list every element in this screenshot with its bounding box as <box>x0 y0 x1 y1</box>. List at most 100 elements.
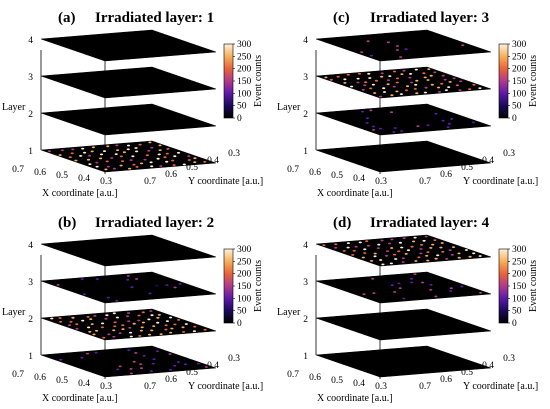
event-dot <box>334 243 338 246</box>
event-dot <box>448 81 452 83</box>
event-dot <box>444 89 448 91</box>
event-dot <box>159 333 163 335</box>
y-tick-label: 0.6 <box>165 170 177 180</box>
event-dot <box>385 250 390 253</box>
panel-b: (b) Irradiated layer: 2 4 3 2 1 Layer 0.7 0.6 0.5… <box>0 205 275 409</box>
event-dot <box>447 122 451 125</box>
layer-2-surface <box>40 103 217 136</box>
colorbar-tick-label: 0 <box>237 114 242 124</box>
event-dot <box>119 155 123 158</box>
event-dot <box>424 86 428 89</box>
event-dot <box>104 168 108 171</box>
panel-c: (c) Irradiated layer: 3 4 3 2 1 Layer 0.7 0.6 0.5… <box>275 0 550 204</box>
layer-4-plane <box>40 234 217 267</box>
event-dot <box>132 360 136 363</box>
event-dot <box>113 325 117 328</box>
event-dot <box>158 149 162 152</box>
event-dot <box>371 125 375 128</box>
event-dot <box>366 40 370 43</box>
layer-4-plane <box>315 234 492 267</box>
panel-title: Irradiated layer: 3 <box>370 10 489 26</box>
event-dot <box>112 329 116 332</box>
event-dot <box>129 331 133 334</box>
event-dot <box>71 316 75 319</box>
colorbar-tick-label: 250 <box>237 52 252 62</box>
event-dot <box>443 78 447 81</box>
event-dot <box>478 87 482 89</box>
event-dot <box>149 310 153 312</box>
event-dot <box>378 127 383 130</box>
y-tick-label: 0.4 <box>482 156 494 166</box>
event-dot <box>152 358 156 360</box>
event-dot <box>135 150 139 153</box>
event-dot <box>69 320 73 323</box>
event-dot <box>132 322 136 325</box>
event-dot <box>392 131 396 133</box>
event-dot <box>408 76 412 79</box>
event-dot <box>135 278 139 280</box>
event-dot <box>94 351 98 354</box>
event-dot <box>132 163 136 166</box>
event-dot <box>130 286 134 289</box>
event-dot <box>395 77 399 80</box>
layer-tick-1: 1 <box>28 147 33 157</box>
event-dot <box>149 161 153 164</box>
y-axis-label: Y coordinate [a.u.] <box>463 176 538 187</box>
layer-tick-3: 3 <box>28 278 33 288</box>
event-dot <box>393 253 397 256</box>
x-tick-label: 0.4 <box>78 379 90 389</box>
colorbar-tick-label: 250 <box>512 52 527 62</box>
event-dot <box>193 325 197 328</box>
event-dot <box>147 149 151 152</box>
event-dot <box>115 316 119 319</box>
event-dot <box>471 121 475 124</box>
event-dot <box>458 89 462 92</box>
event-dot <box>364 81 368 84</box>
event-dot <box>449 290 453 292</box>
event-dot <box>448 249 452 251</box>
x-tick-label: 0.6 <box>34 168 46 178</box>
event-dot <box>450 118 454 120</box>
y-tick-label: 0.3 <box>503 354 515 364</box>
event-dot <box>395 45 399 47</box>
colorbar-tick-label: 150 <box>237 282 252 292</box>
event-dot <box>413 273 417 275</box>
event-dot <box>139 162 144 165</box>
colorbar-tick-label: 300 <box>512 245 527 255</box>
panel-label: (a) <box>58 10 76 26</box>
colorbar-tick-label: 200 <box>512 270 527 280</box>
event-dot <box>461 44 465 46</box>
event-dot <box>88 163 92 166</box>
event-dot <box>99 157 103 160</box>
layer-2-surface <box>315 103 492 136</box>
panel-d: (d) Irradiated layer: 4 4 3 2 1 Layer 0.7 0.6 0.5… <box>275 205 550 409</box>
layer-1-plane <box>315 140 492 173</box>
colorbar-tick-label: 150 <box>512 77 527 87</box>
event-dot <box>140 326 144 329</box>
colorbar-tick-label: 50 <box>237 307 247 317</box>
event-dot <box>121 328 125 330</box>
event-dot <box>362 293 366 296</box>
event-dot <box>414 68 418 71</box>
y-tick-label: 0.6 <box>165 375 177 385</box>
event-dot <box>358 241 362 244</box>
colorbar <box>498 43 509 119</box>
event-dot <box>430 83 434 86</box>
event-dot <box>128 167 132 170</box>
x-tick-label: 0.3 <box>375 382 387 392</box>
event-dot <box>322 244 326 246</box>
event-dot <box>113 321 117 324</box>
event-dot <box>424 235 428 238</box>
event-dot <box>451 246 456 248</box>
event-dot <box>79 155 83 157</box>
colorbar-tick-label: 300 <box>237 40 252 50</box>
layer-tick-1: 1 <box>303 147 308 157</box>
x-tick-label: 0.7 <box>12 370 24 380</box>
event-dot <box>80 356 84 359</box>
colorbar-label: Event counts <box>528 55 539 107</box>
colorbar-tick-label: 100 <box>237 89 252 99</box>
colorbar-tick-label: 50 <box>512 307 522 317</box>
event-dot <box>373 252 377 255</box>
event-dot <box>128 326 132 329</box>
event-dot <box>373 92 377 94</box>
